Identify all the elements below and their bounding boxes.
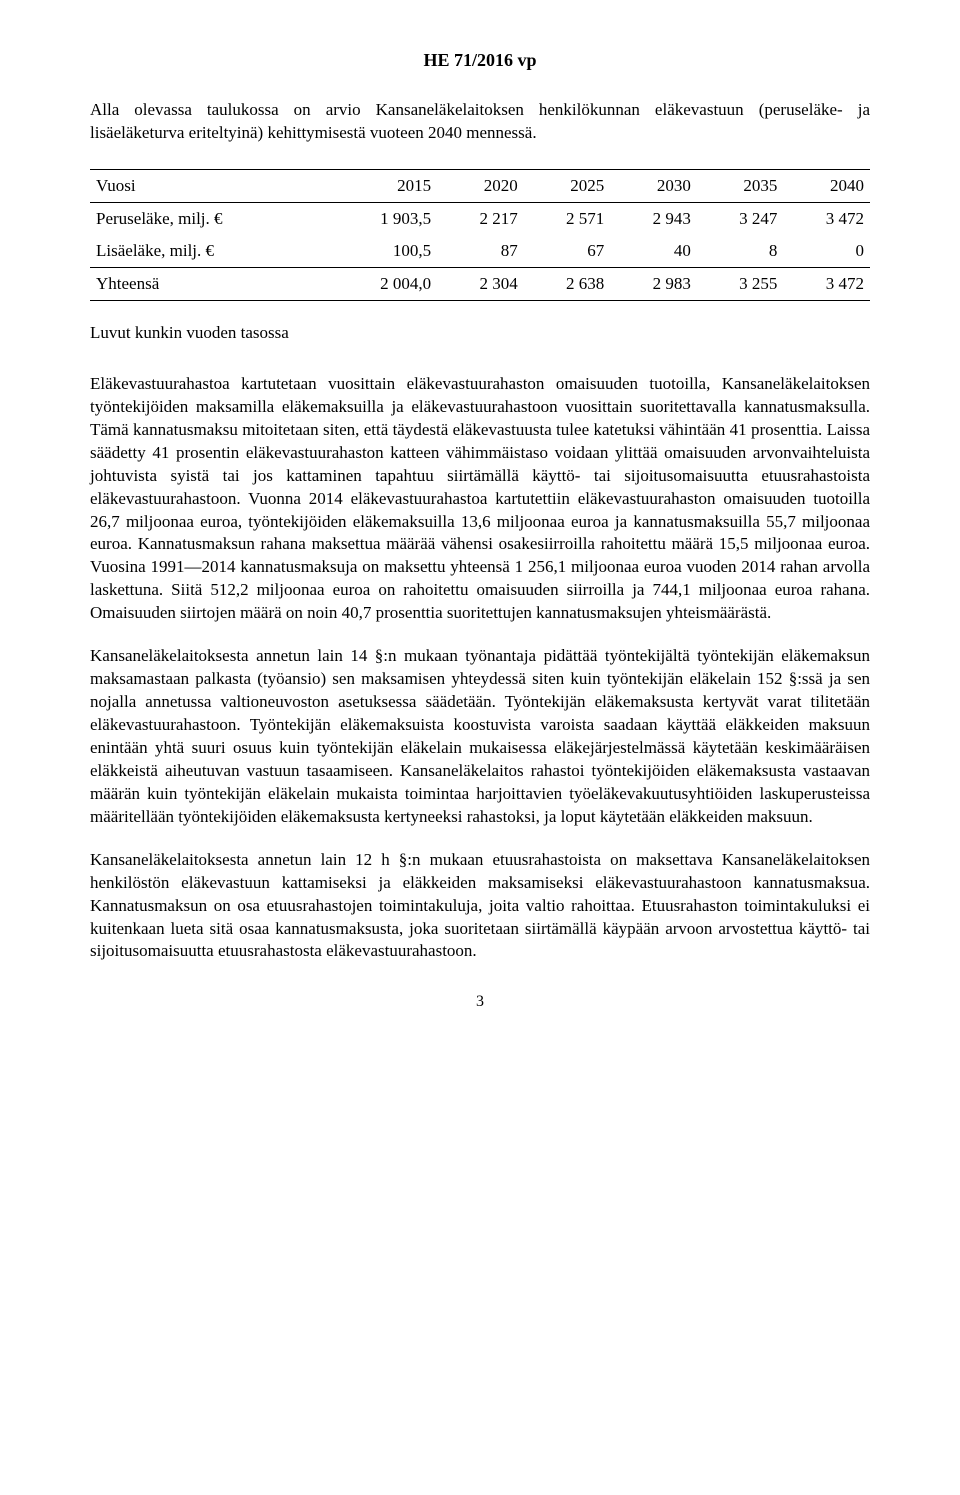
intro-paragraph: Alla olevassa taulukossa on arvio Kansan… [90,99,870,145]
row-value: 2 217 [437,202,524,235]
row-value: 1 903,5 [329,202,438,235]
row-value: 67 [524,235,611,268]
pension-projection-table: Vuosi 2015 2020 2025 2030 2035 2040 Peru… [90,169,870,301]
table-row: Lisäeläke, milj. € 100,5 87 67 40 8 0 [90,235,870,268]
total-value: 2 304 [437,267,524,300]
row-value: 3 247 [697,202,784,235]
row-value: 100,5 [329,235,438,268]
document-header: HE 71/2016 vp [90,50,870,71]
row-value: 40 [610,235,697,268]
table-year-cell: 2035 [697,169,784,202]
body-paragraph-2: Kansaneläkelaitoksesta annetun lain 14 §… [90,645,870,829]
table-year-cell: 2025 [524,169,611,202]
table-row: Peruseläke, milj. € 1 903,5 2 217 2 571 … [90,202,870,235]
row-value: 2 571 [524,202,611,235]
total-value: 3 255 [697,267,784,300]
body-paragraph-1: Eläkevastuurahastoa kartutetaan vuositta… [90,373,870,625]
table-year-cell: 2040 [783,169,870,202]
total-value: 2 004,0 [329,267,438,300]
total-value: 2 638 [524,267,611,300]
row-value: 3 472 [783,202,870,235]
page-number: 3 [90,993,870,1011]
table-footnote: Luvut kunkin vuoden tasossa [90,323,870,343]
table-header-row: Vuosi 2015 2020 2025 2030 2035 2040 [90,169,870,202]
row-label: Peruseläke, milj. € [90,202,329,235]
row-value: 2 943 [610,202,697,235]
document-page: HE 71/2016 vp Alla olevassa taulukossa o… [0,0,960,1051]
table-year-cell: 2015 [329,169,438,202]
body-paragraph-3: Kansaneläkelaitoksesta annetun lain 12 h… [90,849,870,964]
table-year-cell: 2020 [437,169,524,202]
row-value: 0 [783,235,870,268]
total-value: 3 472 [783,267,870,300]
table-total-row: Yhteensä 2 004,0 2 304 2 638 2 983 3 255… [90,267,870,300]
row-value: 8 [697,235,784,268]
total-value: 2 983 [610,267,697,300]
row-label: Lisäeläke, milj. € [90,235,329,268]
row-value: 87 [437,235,524,268]
table-year-cell: 2030 [610,169,697,202]
total-label: Yhteensä [90,267,329,300]
table-header-label: Vuosi [90,169,329,202]
